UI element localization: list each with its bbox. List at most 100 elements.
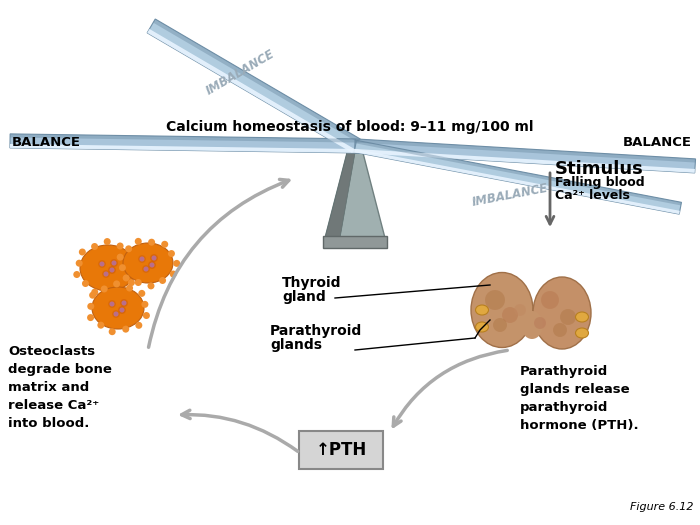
- Text: Thyroid: Thyroid: [282, 276, 342, 290]
- Circle shape: [108, 328, 116, 335]
- Circle shape: [105, 289, 112, 296]
- Text: Figure 6.12: Figure 6.12: [629, 502, 693, 512]
- Polygon shape: [356, 139, 696, 163]
- Ellipse shape: [471, 272, 533, 348]
- Circle shape: [502, 307, 518, 323]
- Circle shape: [117, 243, 124, 249]
- Circle shape: [101, 286, 108, 292]
- Text: Stimulus: Stimulus: [555, 160, 644, 178]
- Circle shape: [122, 275, 130, 281]
- Circle shape: [104, 238, 111, 245]
- Circle shape: [119, 288, 126, 295]
- Circle shape: [113, 280, 120, 287]
- Polygon shape: [355, 149, 695, 173]
- Circle shape: [91, 289, 98, 296]
- Ellipse shape: [533, 277, 591, 349]
- Circle shape: [148, 239, 155, 246]
- Circle shape: [98, 260, 106, 268]
- Circle shape: [135, 322, 142, 329]
- Circle shape: [104, 271, 108, 277]
- Circle shape: [117, 254, 124, 260]
- Polygon shape: [147, 19, 360, 153]
- Text: Parathyroid
glands release
parathyroid
hormone (PTH).: Parathyroid glands release parathyroid h…: [520, 365, 638, 432]
- Circle shape: [108, 266, 116, 274]
- Polygon shape: [10, 144, 355, 153]
- Ellipse shape: [575, 328, 589, 338]
- Circle shape: [74, 271, 80, 278]
- Circle shape: [139, 290, 146, 297]
- Circle shape: [99, 261, 104, 267]
- Circle shape: [79, 248, 86, 256]
- Text: Parathyroid: Parathyroid: [270, 324, 363, 338]
- Circle shape: [136, 270, 143, 277]
- Circle shape: [560, 309, 576, 325]
- Circle shape: [139, 257, 144, 261]
- Text: Osteoclasts
degrade bone
matrix and
release Ca²⁺
into blood.: Osteoclasts degrade bone matrix and rele…: [8, 345, 112, 430]
- Polygon shape: [354, 149, 680, 214]
- Circle shape: [120, 299, 128, 307]
- Circle shape: [128, 279, 135, 286]
- Polygon shape: [355, 139, 696, 173]
- Circle shape: [514, 304, 526, 316]
- Circle shape: [112, 310, 120, 318]
- Ellipse shape: [521, 311, 543, 339]
- Circle shape: [76, 260, 83, 267]
- Circle shape: [118, 306, 126, 314]
- Circle shape: [113, 311, 118, 317]
- Text: BALANCE: BALANCE: [623, 136, 692, 150]
- Polygon shape: [347, 148, 363, 153]
- Circle shape: [122, 326, 130, 333]
- Circle shape: [138, 255, 146, 263]
- FancyBboxPatch shape: [299, 431, 383, 469]
- Circle shape: [120, 308, 125, 312]
- Polygon shape: [356, 140, 682, 205]
- Circle shape: [148, 282, 155, 289]
- Circle shape: [541, 291, 559, 309]
- Text: Falling blood: Falling blood: [555, 176, 645, 189]
- FancyBboxPatch shape: [323, 236, 387, 248]
- Circle shape: [109, 301, 115, 307]
- Circle shape: [142, 265, 150, 273]
- Circle shape: [169, 270, 176, 278]
- Circle shape: [135, 238, 142, 245]
- Circle shape: [130, 247, 136, 255]
- Circle shape: [102, 270, 110, 278]
- Circle shape: [534, 317, 546, 329]
- Circle shape: [133, 258, 140, 266]
- Circle shape: [159, 277, 166, 284]
- Polygon shape: [325, 153, 385, 238]
- Circle shape: [110, 259, 118, 267]
- Circle shape: [161, 241, 168, 248]
- Circle shape: [150, 254, 158, 262]
- Circle shape: [144, 267, 148, 271]
- Circle shape: [168, 250, 175, 257]
- Text: IMBALANCE: IMBALANCE: [471, 181, 550, 208]
- Polygon shape: [10, 134, 355, 153]
- Circle shape: [82, 280, 89, 287]
- Circle shape: [493, 318, 507, 332]
- Circle shape: [122, 300, 127, 306]
- Circle shape: [111, 260, 116, 266]
- Polygon shape: [153, 19, 360, 143]
- Circle shape: [108, 300, 116, 308]
- Circle shape: [173, 260, 180, 267]
- Text: gland: gland: [282, 290, 326, 304]
- Circle shape: [148, 261, 156, 269]
- Circle shape: [119, 264, 126, 271]
- Text: Calcium homeostasis of blood: 9–11 mg/100 ml: Calcium homeostasis of blood: 9–11 mg/10…: [167, 120, 533, 134]
- Circle shape: [126, 285, 133, 291]
- Circle shape: [91, 243, 98, 250]
- Circle shape: [150, 262, 155, 268]
- Ellipse shape: [123, 243, 173, 283]
- Circle shape: [109, 268, 115, 272]
- Circle shape: [141, 301, 148, 308]
- Polygon shape: [10, 134, 355, 143]
- Circle shape: [553, 323, 567, 337]
- Ellipse shape: [575, 312, 589, 322]
- Text: IMBALANCE: IMBALANCE: [203, 47, 276, 97]
- Ellipse shape: [475, 322, 489, 332]
- Circle shape: [143, 312, 150, 319]
- Circle shape: [151, 256, 157, 260]
- Circle shape: [88, 303, 94, 310]
- Polygon shape: [147, 29, 354, 153]
